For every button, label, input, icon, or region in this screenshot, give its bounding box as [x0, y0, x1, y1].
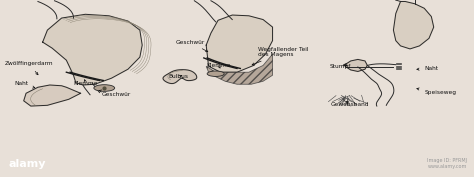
Text: Geschwür: Geschwür	[175, 40, 208, 52]
Polygon shape	[344, 59, 367, 72]
Text: Gewebsband: Gewebsband	[331, 101, 369, 107]
Polygon shape	[163, 70, 197, 84]
Text: alamy: alamy	[9, 159, 46, 169]
Text: Bulbus: Bulbus	[168, 74, 188, 79]
Circle shape	[94, 85, 115, 91]
Text: Stumpf: Stumpf	[329, 64, 351, 69]
Text: Wegfallender Teil
des Magens: Wegfallender Teil des Magens	[252, 47, 309, 65]
Text: Naht: Naht	[14, 81, 35, 88]
Polygon shape	[43, 14, 142, 85]
Text: Geschwür: Geschwür	[99, 90, 131, 97]
Text: Klemme: Klemme	[73, 80, 98, 86]
Text: Image ID: PFRMJ
www.alamy.com: Image ID: PFRMJ www.alamy.com	[427, 158, 467, 169]
Circle shape	[207, 71, 224, 76]
Text: Zwölffingerdarm: Zwölffingerdarm	[5, 61, 54, 75]
Text: Klemme: Klemme	[206, 63, 231, 68]
Text: Speiseweg: Speiseweg	[417, 88, 456, 95]
Polygon shape	[24, 85, 81, 106]
Polygon shape	[206, 54, 273, 84]
Polygon shape	[393, 2, 434, 49]
Text: Naht: Naht	[417, 66, 438, 71]
Polygon shape	[206, 15, 273, 72]
